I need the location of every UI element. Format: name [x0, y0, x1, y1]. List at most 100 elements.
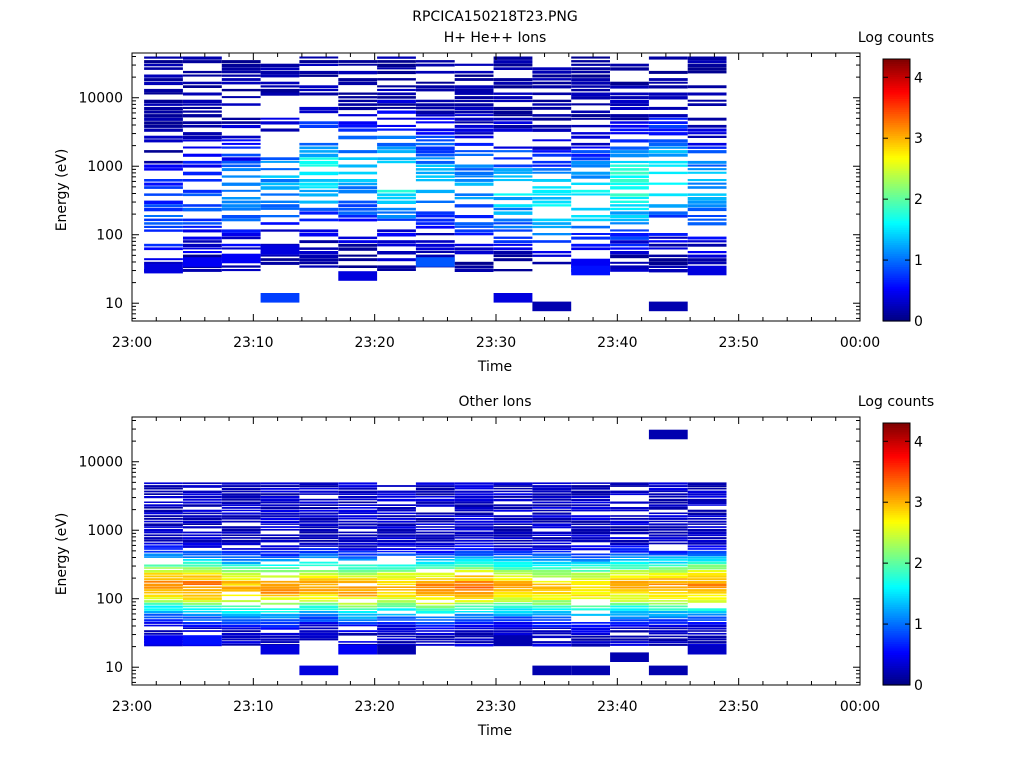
heatmap-cell [221, 561, 261, 565]
heatmap-cell [610, 240, 649, 244]
heatmap-cell [571, 561, 610, 564]
heatmap-cell [377, 545, 416, 547]
heatmap-cell [415, 564, 455, 567]
heatmap-cell [338, 150, 378, 154]
heatmap-cell [493, 534, 533, 537]
heatmap-cell [338, 550, 378, 553]
colorbar-segment [883, 569, 910, 573]
x-tick-label: 00:00 [840, 699, 880, 715]
x-tick-label: 23:50 [718, 699, 758, 715]
heatmap-cell [260, 88, 300, 93]
heatmap-cell [454, 197, 494, 200]
heatmap-cell [338, 644, 378, 655]
heatmap-cell [454, 515, 494, 517]
heatmap-cell [221, 498, 261, 501]
heatmap-cell [377, 498, 416, 502]
heatmap-cell [183, 485, 222, 488]
heatmap-cell [221, 539, 261, 543]
heatmap-cell [183, 580, 222, 584]
colorbar-segment [883, 78, 910, 82]
heatmap-cell [648, 534, 688, 537]
heatmap-cell [221, 236, 261, 240]
heatmap-cell [260, 222, 300, 225]
heatmap-cell [183, 139, 222, 142]
heatmap-cell [493, 157, 533, 160]
heatmap-cell [183, 207, 222, 212]
heatmap-cell [299, 485, 339, 488]
heatmap-cell [299, 142, 339, 146]
heatmap-cell [532, 114, 572, 117]
heatmap-cell [571, 146, 610, 149]
heatmap-cell [415, 496, 455, 498]
colorbar-segment [883, 98, 910, 102]
heatmap-cell [415, 589, 455, 592]
y-tick-label: 10000 [78, 455, 123, 471]
heatmap-cell [571, 559, 610, 562]
colorbar-segment [883, 628, 910, 632]
heatmap-cell [221, 616, 261, 619]
heatmap-cell [338, 204, 378, 208]
heatmap-cell [183, 103, 222, 106]
other-ions-panel: Other Ions Log counts Energy (eV) Time 2… [54, 394, 934, 739]
colorbar-segment [883, 578, 910, 581]
heatmap-cell [454, 600, 494, 603]
heatmap-cell [610, 578, 649, 581]
heatmap-cell [221, 580, 261, 584]
heatmap-cell [648, 482, 688, 485]
heatmap-cell [299, 160, 339, 165]
heatmap-cell [299, 597, 339, 600]
heatmap-cell [144, 567, 183, 569]
heatmap-cell [299, 179, 339, 182]
heatmap-cell [144, 496, 183, 499]
heatmap-cell [183, 572, 222, 575]
heatmap-cell [687, 528, 727, 532]
heatmap-cell [571, 545, 610, 548]
heatmap-cell [571, 665, 610, 676]
heatmap-cell [610, 233, 649, 237]
heatmap-cell [687, 70, 727, 74]
heatmap-cell [687, 482, 727, 486]
heatmap-cell [532, 641, 572, 644]
heatmap-cell [183, 135, 222, 140]
heatmap-cell [144, 81, 183, 86]
heatmap-cell [687, 132, 727, 135]
heatmap-cell [144, 575, 183, 578]
heatmap-cell [648, 233, 688, 236]
colorbar-segment [883, 159, 910, 163]
colorbar-tick-label: 1 [914, 253, 923, 269]
heatmap-cell [493, 570, 533, 573]
heatmap-cell [687, 597, 727, 600]
heatmap-cell [493, 578, 533, 581]
heatmap-cell [144, 619, 183, 622]
heatmap-cell [532, 78, 572, 81]
heatmap-cell [144, 537, 183, 540]
heatmap-cell [687, 493, 727, 496]
heatmap-cell [610, 243, 649, 247]
heatmap-cell [183, 99, 222, 103]
heatmap-cell [532, 534, 572, 536]
heatmap-cell [338, 496, 378, 499]
heatmap-cell [221, 564, 261, 567]
heatmap-cell [415, 243, 455, 247]
heatmap-cell [648, 575, 688, 579]
colorbar-segment [883, 115, 910, 119]
heatmap-cell [299, 85, 339, 89]
heatmap-cell [260, 580, 300, 583]
colorbar-segment [883, 486, 910, 490]
colorbar-segment [883, 286, 910, 289]
heatmap-cell [144, 56, 183, 59]
heatmap-cell [493, 254, 533, 258]
colorbar-segment [883, 307, 910, 311]
colorbar-segment [883, 427, 910, 431]
heatmap-cell [532, 635, 572, 639]
heatmap-cell [648, 517, 688, 520]
heatmap-cell [493, 531, 533, 535]
heatmap-cell [532, 160, 572, 164]
heatmap-cell [260, 493, 300, 496]
heatmap-cell [648, 624, 688, 627]
x-tick-label: 23:50 [718, 335, 758, 351]
heatmap-cell [183, 193, 222, 197]
heatmap-cell [415, 81, 455, 84]
heatmap-cell [532, 665, 572, 676]
heatmap-cell [648, 632, 688, 635]
